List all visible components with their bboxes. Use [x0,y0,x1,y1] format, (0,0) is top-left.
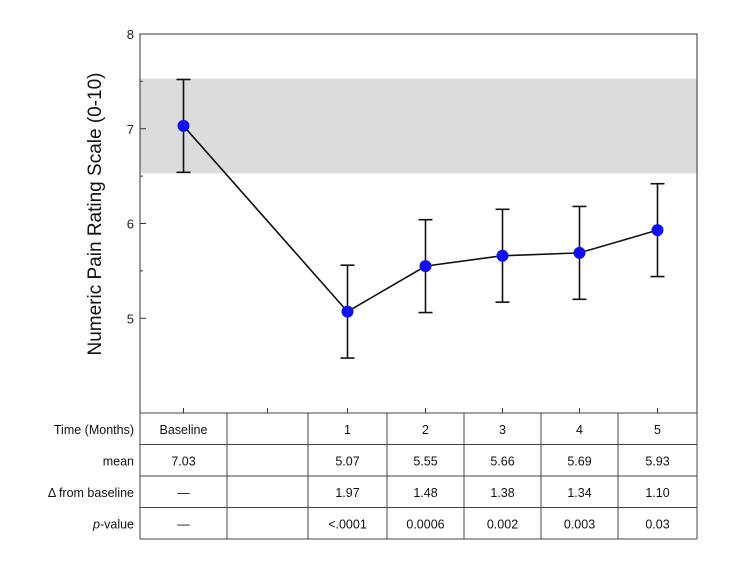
data-point [341,305,354,318]
data-point [496,249,509,262]
table-cell: 1.48 [413,486,437,500]
series [176,78,665,359]
table-cell: 0.03 [645,517,669,531]
table-cell: <.0001 [328,517,367,531]
table-cell: 2 [422,423,429,437]
data-point [651,224,664,237]
table-cell: 5 [654,423,661,437]
data-point [419,260,432,273]
table-cell: 0.0006 [406,517,444,531]
y-tick-label: 8 [127,27,134,42]
table-cell: 1.38 [490,486,514,500]
table-cell: 5.93 [645,454,669,468]
data-point [177,119,190,132]
y-tick-label: 5 [127,311,134,326]
table-cell: 0.002 [487,517,518,531]
table-cell: 3 [499,423,506,437]
table-cell: 4 [576,423,583,437]
table-row-header: mean [103,454,134,468]
table-cell: — [177,517,190,531]
reference-band [140,78,697,174]
data-point [573,246,586,259]
table-cell: 5.07 [335,454,359,468]
table-row-header: Δ from baseline [48,486,134,500]
table-cell: Baseline [160,423,208,437]
table-cell: 1.34 [567,486,591,500]
table-cell: 7.03 [171,454,195,468]
table-cell: 5.55 [413,454,437,468]
table-cell: — [177,486,190,500]
table-cell: 5.66 [490,454,514,468]
y-axis-label: Numeric Pain Rating Scale (0-10) [85,72,106,355]
y-axis: 5 6 7 8 [127,27,658,413]
table-row-header: Time (Months) [54,423,134,437]
y-tick-label: 6 [127,217,134,232]
table-cell: 5.69 [567,454,591,468]
table-cell: 1.97 [335,486,359,500]
series-line [182,125,658,313]
table-row-header: p-value [92,517,134,531]
table-cell: 0.003 [564,517,595,531]
y-tick-label: 7 [127,122,134,137]
reference-band-layer [140,78,697,174]
table-cell: 1 [344,423,351,437]
data-table: Time (Months) Baseline 1 2 3 4 5 mean 7.03 5.07 5.… [48,412,698,540]
table-cell: 1.10 [645,486,669,500]
